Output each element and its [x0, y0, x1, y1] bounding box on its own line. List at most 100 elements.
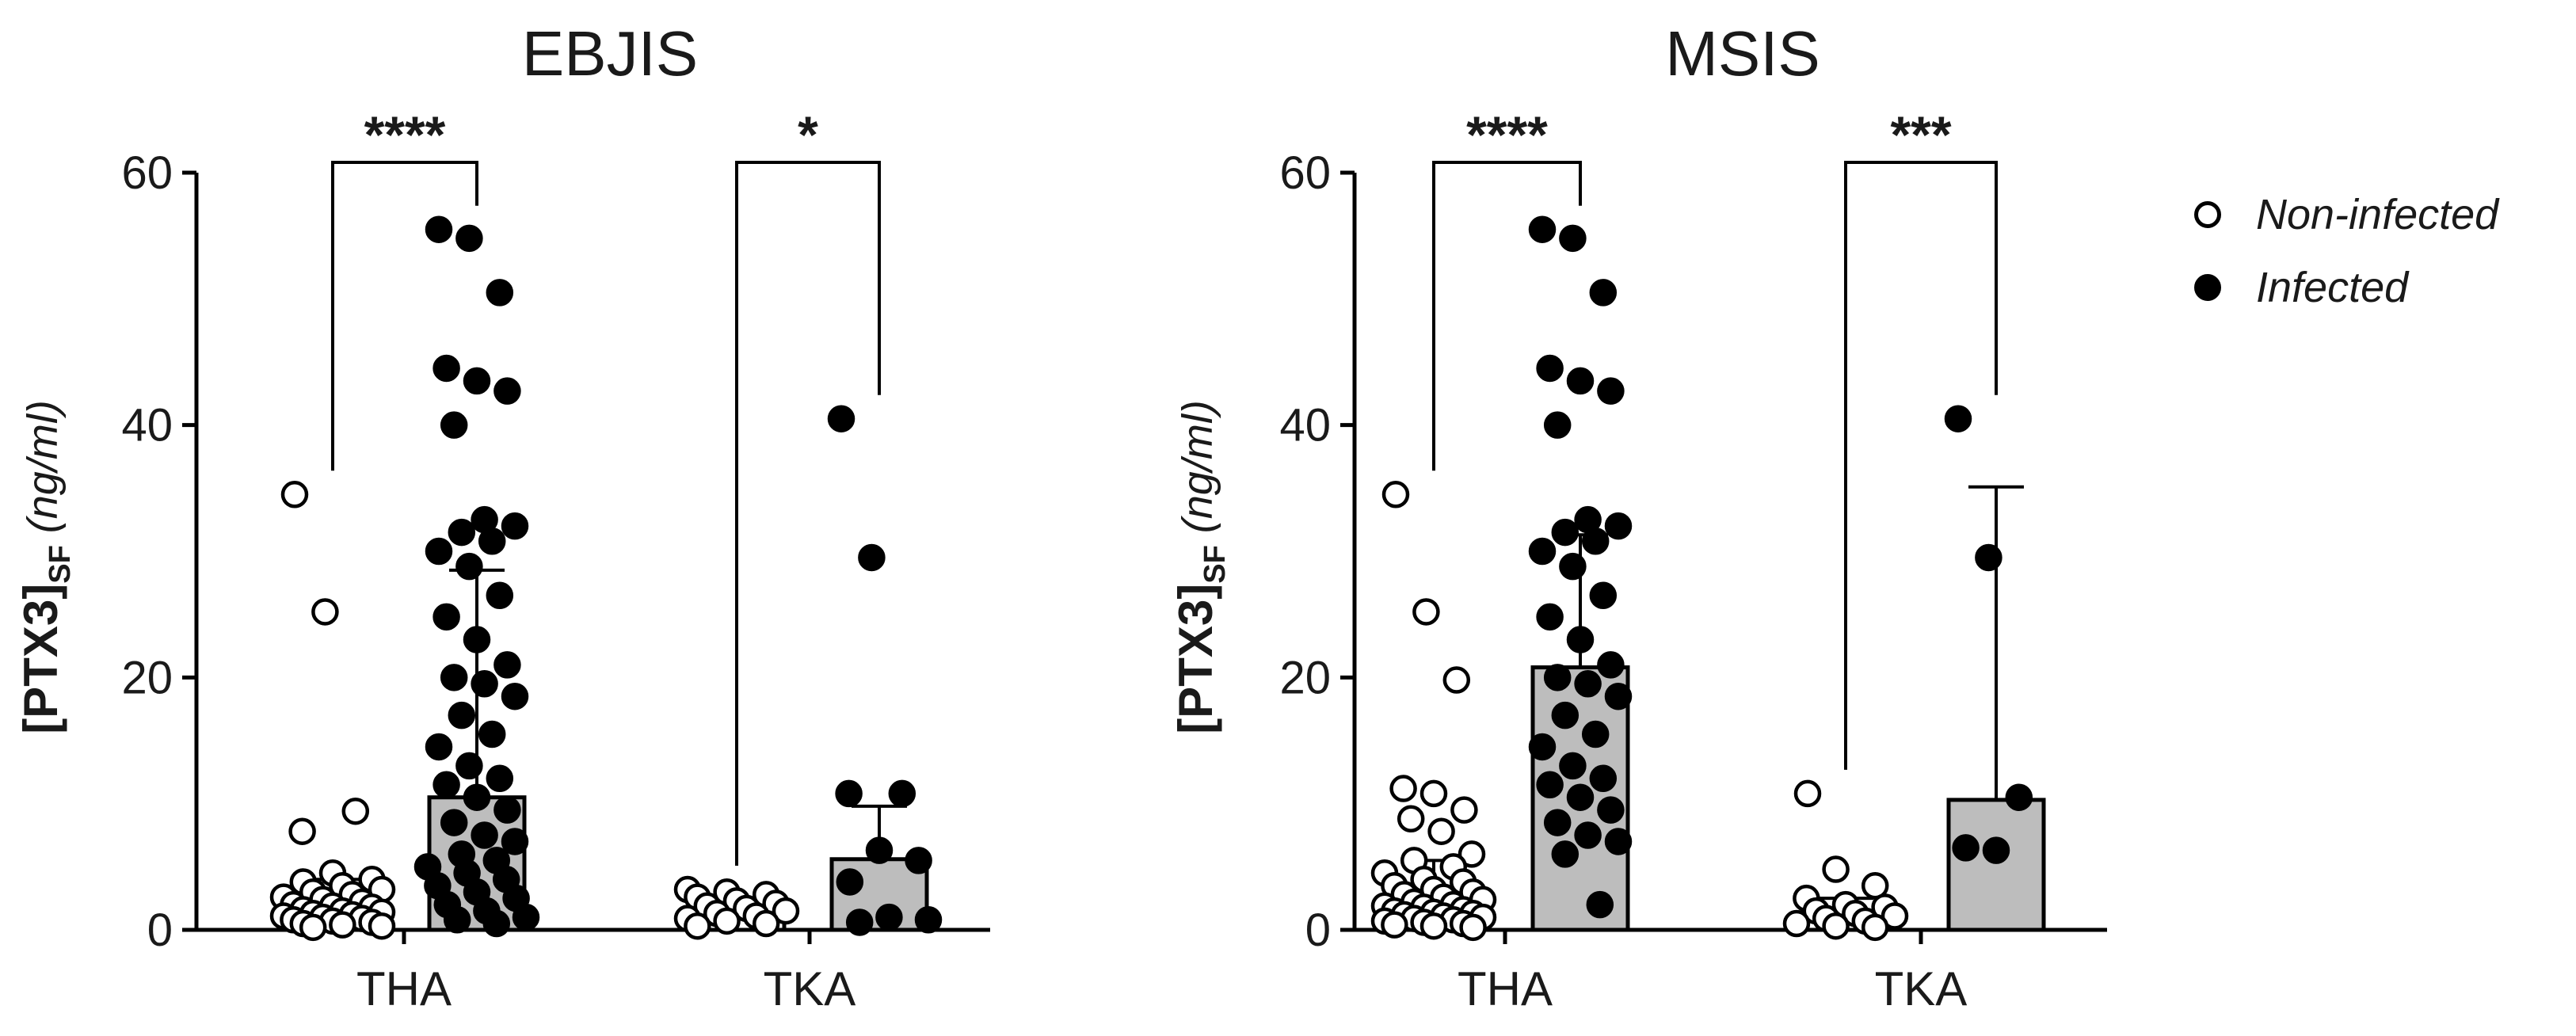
legend-item-non-infected: Non-infected: [2194, 178, 2498, 251]
point-ebjis-tha-infected-3: [433, 354, 460, 383]
point-ebjis-tha-noninfected-29: [329, 911, 356, 939]
point-msis-tha-infected-14: [1536, 603, 1564, 631]
point-msis-tha-noninfected-0: [1381, 481, 1410, 508]
point-ebjis-tha-noninfected-2: [341, 797, 370, 825]
open-circle-icon: [2194, 201, 2221, 228]
point-msis-tka-noninfected-11: [1782, 909, 1811, 938]
point-msis-tha-infected-23: [1559, 752, 1587, 780]
point-ebjis-tka-infected-1: [858, 543, 886, 572]
point-ebjis-tha-infected-11: [425, 537, 453, 566]
point-msis-tka-noninfected-2: [1861, 871, 1889, 900]
point-ebjis-tha-infected-9: [448, 518, 476, 547]
point-msis-tha-noninfected-3: [1389, 775, 1417, 802]
point-ebjis-tha-infected-43: [482, 909, 511, 938]
point-ebjis-tha-infected-14: [433, 603, 460, 631]
point-ebjis-tha-infected-24: [486, 764, 514, 793]
point-ebjis-tka-infected-3: [835, 779, 863, 808]
point-ebjis-tha-infected-41: [512, 903, 540, 931]
point-ebjis-tha-infected-12: [455, 552, 483, 581]
point-msis-tha-infected-30: [1604, 828, 1633, 855]
x-tick-label-ebjis-tka: TKA: [764, 962, 856, 1015]
point-ebjis-tha-infected-18: [471, 670, 498, 698]
point-ebjis-tha-infected-25: [433, 771, 460, 799]
point-ebjis-tka-noninfected-8: [772, 897, 800, 925]
significance-label-ebjis-tha: ****: [364, 105, 446, 164]
point-msis-tha-infected-15: [1566, 626, 1595, 653]
point-msis-tka-infected-3: [1952, 834, 1980, 862]
point-msis-tha-infected-5: [1597, 377, 1625, 405]
point-msis-tka-infected-4: [1982, 836, 2010, 864]
significance-bracket-ebjis-tka: [735, 161, 881, 867]
point-msis-tha-infected-32: [1586, 890, 1614, 919]
filled-circle-icon: [2194, 274, 2221, 301]
point-msis-tha-noninfected-2: [1442, 666, 1471, 694]
point-msis-tha-infected-19: [1604, 682, 1633, 710]
significance-bracket-ebjis-tha: [331, 161, 478, 471]
point-ebjis-tha-noninfected-31: [299, 913, 327, 942]
point-ebjis-tha-infected-15: [463, 626, 491, 653]
point-msis-tha-noninfected-5: [1450, 796, 1478, 824]
y-tick-label-msis-60: 60: [1279, 147, 1331, 199]
point-ebjis-tha-infected-26: [463, 783, 491, 811]
point-msis-tha-infected-31: [1551, 840, 1580, 868]
point-msis-tha-infected-0: [1528, 215, 1557, 243]
point-ebjis-tka-infected-6: [836, 868, 864, 896]
bar-msis-tka-infected: [1946, 798, 2046, 932]
point-msis-tka-noninfected-13: [1861, 913, 1889, 942]
y-tick-label-ebjis-60: 60: [121, 147, 173, 199]
point-ebjis-tha-infected-21: [478, 720, 506, 748]
point-ebjis-tha-infected-27: [493, 796, 521, 824]
point-ebjis-tha-infected-19: [501, 682, 529, 710]
point-ebjis-tha-infected-2: [486, 279, 514, 307]
x-tick-label-ebjis-tha: THA: [356, 962, 452, 1015]
point-msis-tka-noninfected-8: [1881, 902, 1909, 930]
point-msis-tha-noninfected-36: [1381, 911, 1408, 939]
point-msis-tka-infected-0: [1944, 405, 1972, 432]
chart-title-ebjis: EBJIS: [522, 18, 698, 89]
significance-label-ebjis-tka: *: [798, 105, 818, 164]
x-tick-label-msis-tha: THA: [1458, 962, 1553, 1015]
point-msis-tha-infected-29: [1574, 821, 1602, 849]
point-ebjis-tha-infected-5: [493, 377, 521, 405]
point-msis-tha-noninfected-37: [1419, 912, 1448, 940]
point-ebjis-tha-infected-23: [455, 752, 483, 780]
significance-bracket-msis-tha: [1432, 161, 1582, 471]
point-ebjis-tka-infected-8: [914, 906, 943, 934]
point-ebjis-tha-infected-13: [486, 581, 514, 610]
point-msis-tka-infected-1: [1975, 543, 2002, 572]
point-ebjis-tha-infected-4: [463, 367, 491, 395]
point-ebjis-tha-noninfected-3: [288, 817, 316, 845]
point-msis-tha-infected-11: [1528, 537, 1557, 566]
point-msis-tka-noninfected-1: [1822, 855, 1850, 883]
point-ebjis-tha-infected-10: [478, 528, 506, 555]
point-msis-tha-infected-26: [1566, 783, 1595, 811]
point-msis-tha-infected-22: [1528, 733, 1557, 761]
point-msis-tha-infected-27: [1597, 796, 1625, 824]
point-msis-tha-noninfected-1: [1412, 598, 1440, 626]
point-msis-tka-noninfected-12: [1822, 912, 1850, 940]
point-msis-tha-infected-9: [1551, 518, 1580, 547]
point-msis-tha-noninfected-8: [1458, 840, 1486, 868]
point-ebjis-tka-noninfected-12: [713, 907, 741, 935]
point-msis-tha-infected-21: [1581, 720, 1610, 748]
point-ebjis-tha-infected-17: [440, 664, 468, 691]
significance-bracket-msis-tka: [1844, 161, 1998, 770]
point-ebjis-tha-infected-30: [501, 828, 529, 855]
point-ebjis-tka-infected-2: [888, 779, 916, 808]
y-tick-label-msis-20: 20: [1279, 652, 1331, 703]
y-tick-label-ebjis-20: 20: [121, 652, 173, 703]
point-msis-tha-infected-1: [1559, 224, 1587, 253]
point-msis-tha-infected-12: [1559, 552, 1587, 581]
point-ebjis-tha-infected-29: [471, 821, 498, 849]
y-tick-label-msis-0: 0: [1305, 905, 1331, 956]
y-tick-label-msis-40: 40: [1279, 400, 1331, 451]
point-msis-tha-infected-28: [1543, 809, 1572, 836]
point-msis-tha-noninfected-6: [1397, 805, 1425, 833]
point-ebjis-tka-infected-0: [827, 405, 855, 432]
point-ebjis-tha-infected-28: [440, 809, 468, 836]
point-msis-tha-infected-18: [1574, 670, 1602, 698]
point-ebjis-tka-infected-4: [865, 836, 894, 864]
point-msis-tka-infected-2: [2005, 783, 2033, 811]
point-msis-tha-infected-4: [1566, 367, 1595, 395]
legend-label-non-infected: Non-infected: [2256, 191, 2499, 238]
